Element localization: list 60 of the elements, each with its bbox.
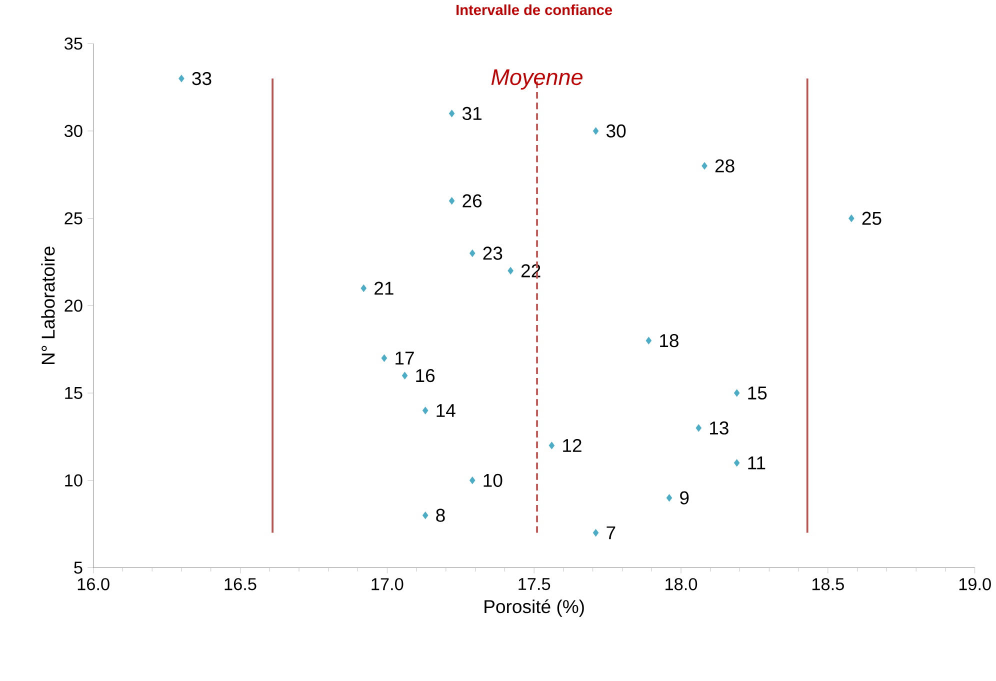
point [402,372,408,380]
y-tick-label: 20 [64,300,82,312]
data-label: 10 [484,474,502,488]
x-tick-label: 17.0 [372,578,404,590]
data-label: 8 [436,508,445,522]
data-label: 28 [715,160,734,173]
point [422,512,428,520]
point [592,127,599,135]
y-tick-label: 25 [64,212,82,225]
point [734,390,740,397]
point [470,250,476,258]
point [470,476,476,484]
y-tick-label: 30 [64,125,82,138]
data-label: 11 [748,456,766,470]
x-tick-label: 18.5 [812,578,844,590]
data-label: 22 [521,264,540,278]
data-label: 9 [680,491,689,505]
point [178,75,184,82]
data-label: 16 [416,369,435,382]
x-axis-title: Porosité (%) [484,600,584,618]
x-tick-label: 17.5 [518,578,550,590]
data-label: 30 [606,124,626,138]
point [508,267,514,275]
annotation: Moyenne [491,70,582,90]
data-label: 31 [462,107,482,120]
point [696,424,702,432]
x-tick-label: 16.5 [224,578,256,590]
data-label: 23 [483,246,502,260]
y-tick-label: 5 [74,562,82,574]
y-tick-label: 10 [65,474,82,487]
data-label: 33 [192,72,212,86]
point [646,337,652,345]
point [422,407,428,414]
data-label: 17 [396,352,414,365]
point [448,110,455,118]
x-tick-label: 19.0 [959,578,991,590]
data-label: 12 [563,439,582,452]
y-tick-label: 35 [64,38,82,50]
data-label: 7 [606,526,616,540]
point [448,197,455,205]
point [592,529,599,537]
x-tick-label: 18.0 [666,578,698,590]
point [734,459,740,467]
y-axis-title: N° Laboratoire [41,246,55,364]
chart-title: Intervalle de confiance [456,4,612,16]
point [360,284,366,292]
point [848,214,854,222]
data-label: 25 [862,212,882,226]
point [702,162,708,170]
data-label: 15 [748,386,767,400]
data-label: 14 [436,404,456,418]
data-label: 18 [660,334,678,348]
point [666,494,672,502]
y-tick-label: 15 [65,387,82,400]
point [381,354,388,362]
data-label: 13 [710,422,728,435]
data-label: 21 [374,282,394,295]
data-label: 26 [462,194,482,208]
x-tick-label: 16.0 [78,578,110,590]
point [548,442,555,450]
